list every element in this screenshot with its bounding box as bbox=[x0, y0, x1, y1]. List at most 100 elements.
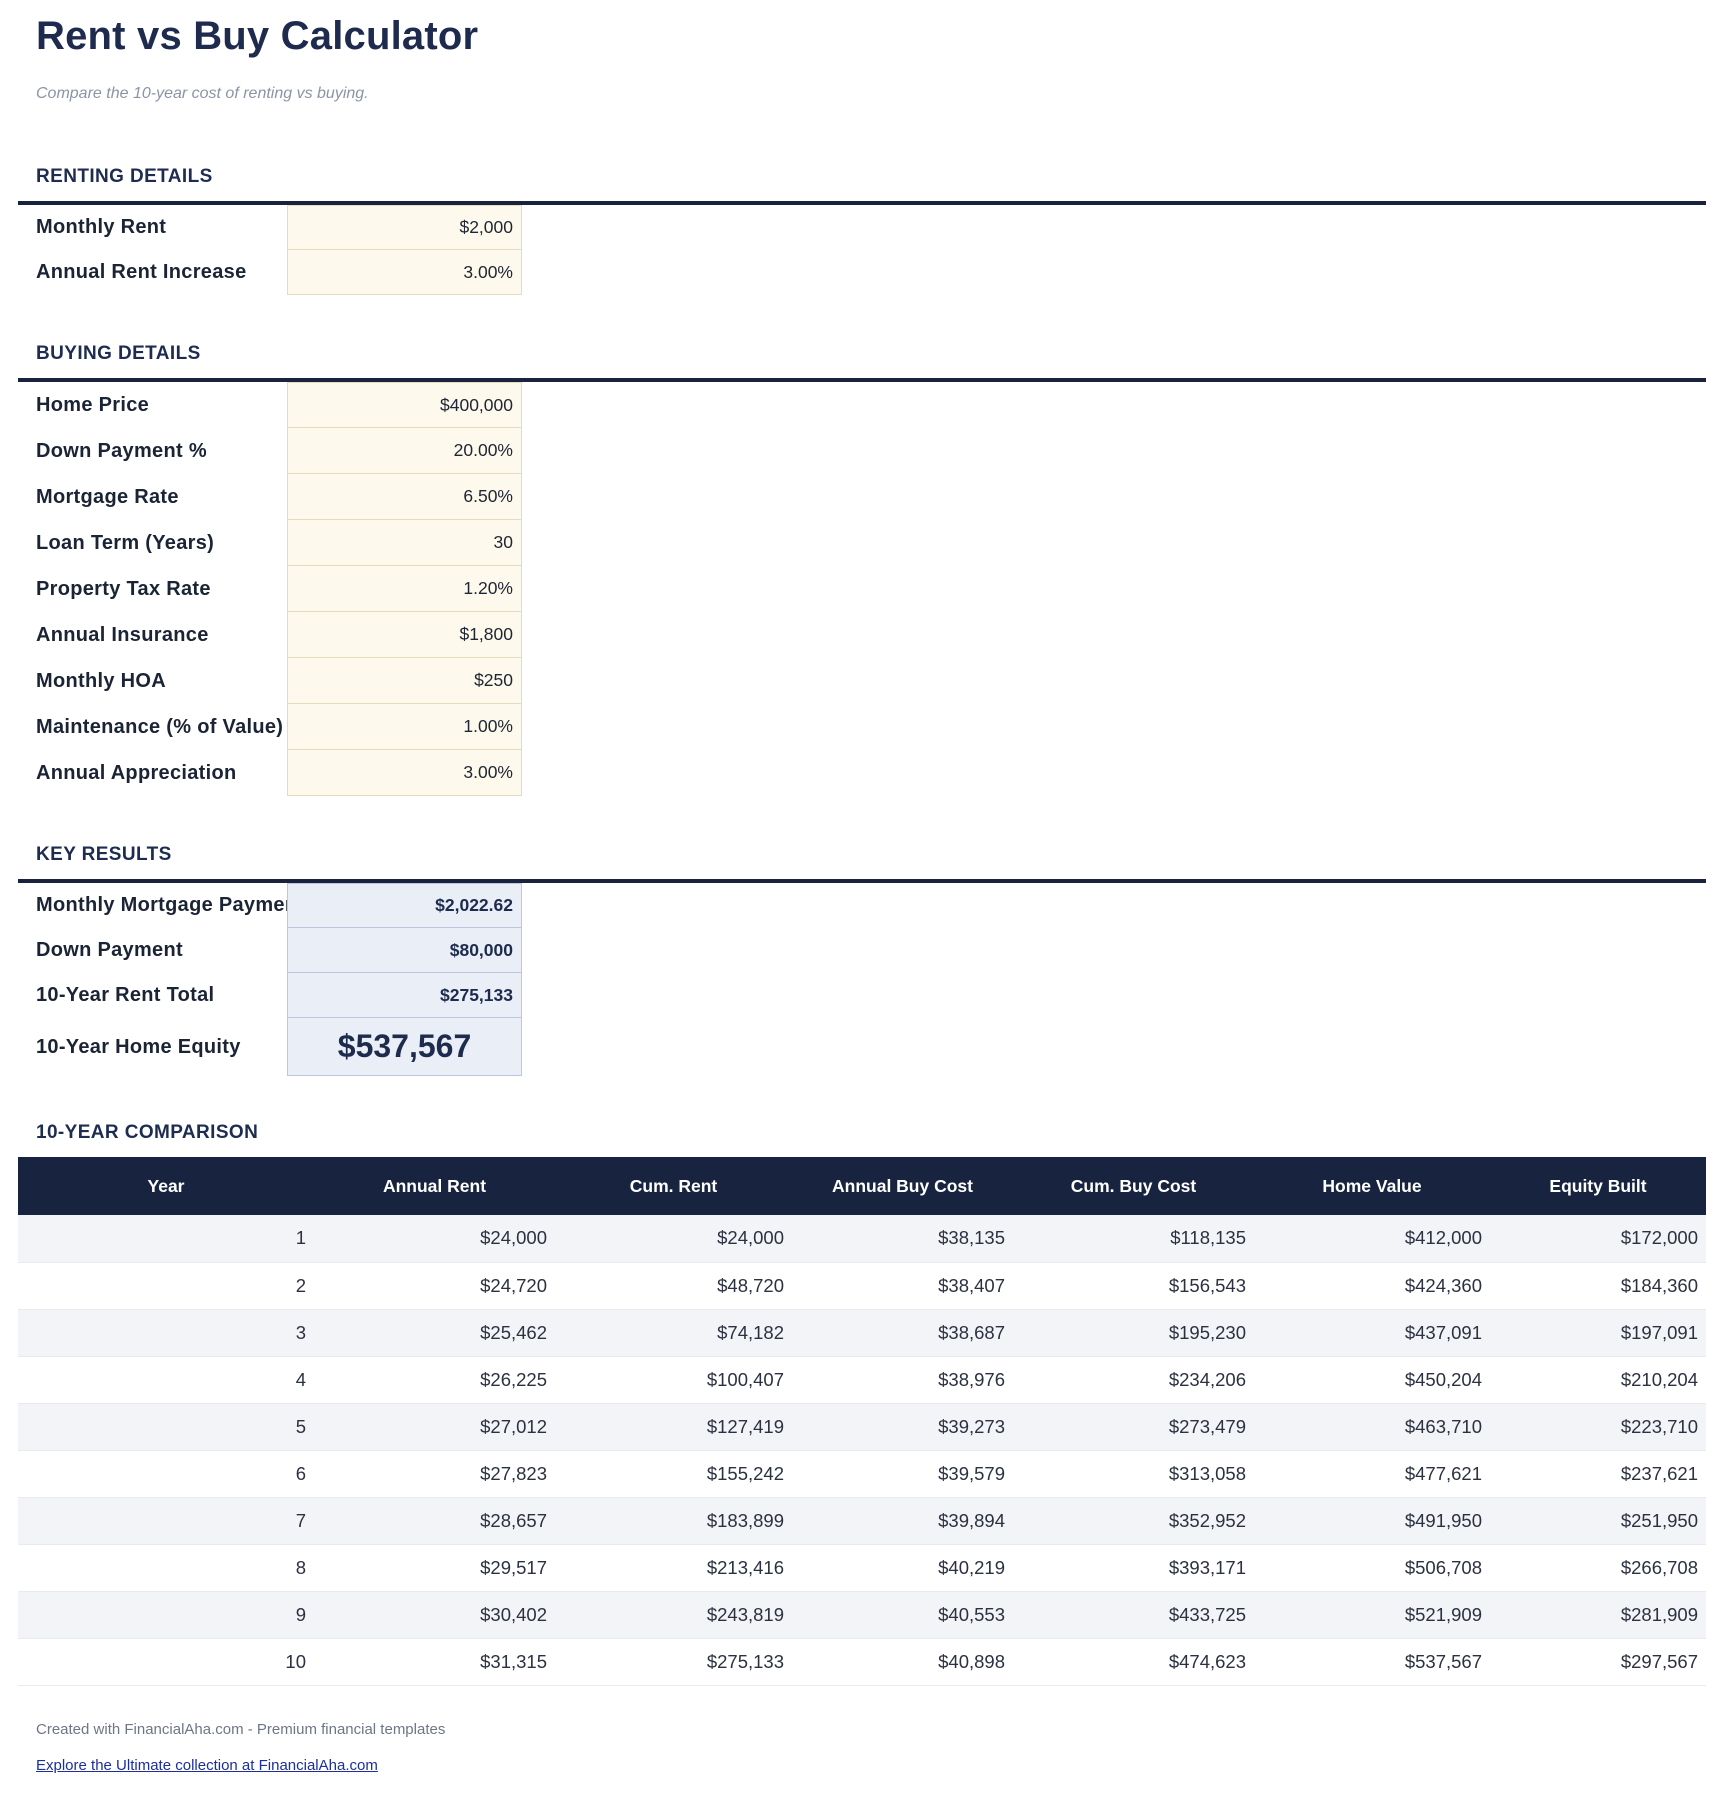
page-title: Rent vs Buy Calculator bbox=[36, 14, 479, 58]
footer-credit: Created with FinancialAha.com - Premium … bbox=[36, 1720, 446, 1738]
cell-cum-buy-cost: $313,058 bbox=[1013, 1450, 1254, 1498]
cell-cum-buy-cost: $393,171 bbox=[1013, 1544, 1254, 1592]
field-row: Annual Insurance $1,800 bbox=[18, 612, 1706, 658]
field-row: Annual Appreciation 3.00% bbox=[18, 750, 1706, 796]
cell-equity-built: $223,710 bbox=[1490, 1403, 1706, 1451]
table-row: 1 $24,000 $24,000 $38,135 $118,135 $412,… bbox=[18, 1215, 1706, 1263]
table-row: 4 $26,225 $100,407 $38,976 $234,206 $450… bbox=[18, 1356, 1706, 1404]
result-value-cell: $80,000 bbox=[287, 928, 522, 973]
section-divider bbox=[18, 201, 1706, 205]
input-cell[interactable]: 3.00% bbox=[287, 750, 522, 796]
financialaha-link[interactable]: Explore the Ultimate collection at Finan… bbox=[36, 1756, 378, 1774]
cell-home-value: $412,000 bbox=[1254, 1215, 1490, 1263]
field-label: Annual Appreciation bbox=[36, 761, 237, 784]
cell-annual-buy-cost: $38,135 bbox=[792, 1215, 1013, 1263]
input-cell[interactable]: 30 bbox=[287, 520, 522, 566]
field-row: Home Price $400,000 bbox=[18, 382, 1706, 428]
column-header: Cum. Rent bbox=[555, 1157, 792, 1215]
field-row: Down Payment $80,000 bbox=[18, 928, 1706, 973]
field-label: Annual Insurance bbox=[36, 623, 209, 646]
cell-annual-rent: $25,462 bbox=[314, 1309, 555, 1357]
results-fields: Monthly Mortgage Payment $2,022.62 Down … bbox=[18, 883, 1706, 1076]
cell-home-value: $424,360 bbox=[1254, 1262, 1490, 1310]
table-row: 5 $27,012 $127,419 $39,273 $273,479 $463… bbox=[18, 1403, 1706, 1451]
input-cell[interactable]: 6.50% bbox=[287, 474, 522, 520]
cell-cum-rent: $243,819 bbox=[555, 1591, 792, 1639]
column-header: Home Value bbox=[1254, 1157, 1490, 1215]
cell-equity-built: $251,950 bbox=[1490, 1497, 1706, 1545]
cell-year: 6 bbox=[18, 1450, 314, 1498]
input-cell[interactable]: $400,000 bbox=[287, 382, 522, 428]
section-heading-key-results: KEY RESULTS bbox=[36, 844, 172, 865]
input-cell[interactable]: 20.00% bbox=[287, 428, 522, 474]
field-label: Annual Rent Increase bbox=[36, 261, 247, 283]
cell-annual-buy-cost: $38,976 bbox=[792, 1356, 1013, 1404]
section-heading-renting: RENTING DETAILS bbox=[36, 166, 213, 187]
cell-home-value: $537,567 bbox=[1254, 1638, 1490, 1686]
section-buying: BUYING DETAILS Home Price $400,000 Down … bbox=[18, 343, 1706, 796]
cell-annual-rent: $28,657 bbox=[314, 1497, 555, 1545]
cell-cum-buy-cost: $234,206 bbox=[1013, 1356, 1254, 1404]
cell-cum-buy-cost: $474,623 bbox=[1013, 1638, 1254, 1686]
cell-year: 8 bbox=[18, 1544, 314, 1592]
table-row: 2 $24,720 $48,720 $38,407 $156,543 $424,… bbox=[18, 1262, 1706, 1310]
section-heading-buying: BUYING DETAILS bbox=[36, 343, 201, 364]
field-label: 10-Year Rent Total bbox=[36, 984, 215, 1006]
section-heading-comparison: 10-YEAR COMPARISON bbox=[36, 1122, 259, 1143]
field-label: Monthly Rent bbox=[36, 216, 167, 238]
table-row: 3 $25,462 $74,182 $38,687 $195,230 $437,… bbox=[18, 1309, 1706, 1357]
section-divider bbox=[18, 879, 1706, 883]
input-cell[interactable]: $250 bbox=[287, 658, 522, 704]
cell-home-value: $506,708 bbox=[1254, 1544, 1490, 1592]
cell-cum-buy-cost: $433,725 bbox=[1013, 1591, 1254, 1639]
cell-annual-buy-cost: $39,894 bbox=[792, 1497, 1013, 1545]
field-row: Monthly HOA $250 bbox=[18, 658, 1706, 704]
comparison-table: Year Annual Rent Cum. Rent Annual Buy Cost C… bbox=[18, 1157, 1706, 1686]
footer-link-line: Explore the Ultimate collection at Finan… bbox=[36, 1756, 1688, 1775]
field-row: 10-Year Home Equity $537,567 bbox=[18, 1018, 1706, 1076]
cell-annual-buy-cost: $38,407 bbox=[792, 1262, 1013, 1310]
input-cell[interactable]: 1.20% bbox=[287, 566, 522, 612]
cell-year: 9 bbox=[18, 1591, 314, 1639]
cell-home-value: $437,091 bbox=[1254, 1309, 1490, 1357]
field-row: Down Payment % 20.00% bbox=[18, 428, 1706, 474]
cell-annual-buy-cost: $40,219 bbox=[792, 1544, 1013, 1592]
field-label: Loan Term (Years) bbox=[36, 531, 215, 554]
cell-equity-built: $172,000 bbox=[1490, 1215, 1706, 1263]
cell-cum-buy-cost: $273,479 bbox=[1013, 1403, 1254, 1451]
cell-cum-rent: $48,720 bbox=[555, 1262, 792, 1310]
cell-cum-rent: $24,000 bbox=[555, 1215, 792, 1263]
cell-equity-built: $237,621 bbox=[1490, 1450, 1706, 1498]
field-row: Annual Rent Increase 3.00% bbox=[18, 250, 1706, 295]
cell-cum-rent: $74,182 bbox=[555, 1309, 792, 1357]
cell-cum-rent: $183,899 bbox=[555, 1497, 792, 1545]
field-row: Monthly Rent $2,000 bbox=[18, 205, 1706, 250]
column-header: Annual Rent bbox=[314, 1157, 555, 1215]
result-value-cell: $2,022.62 bbox=[287, 883, 522, 928]
cell-annual-rent: $27,012 bbox=[314, 1403, 555, 1451]
input-cell[interactable]: 3.00% bbox=[287, 250, 522, 295]
result-value-cell: $537,567 bbox=[287, 1018, 522, 1076]
cell-annual-buy-cost: $40,553 bbox=[792, 1591, 1013, 1639]
section-key-results: KEY RESULTS Monthly Mortgage Payment $2,… bbox=[18, 844, 1706, 1076]
buying-fields: Home Price $400,000 Down Payment % 20.00… bbox=[18, 382, 1706, 796]
cell-annual-buy-cost: $38,687 bbox=[792, 1309, 1013, 1357]
cell-cum-rent: $127,419 bbox=[555, 1403, 792, 1451]
column-header: Year bbox=[18, 1157, 314, 1215]
column-header: Equity Built bbox=[1490, 1157, 1706, 1215]
cell-home-value: $477,621 bbox=[1254, 1450, 1490, 1498]
field-label: Down Payment bbox=[36, 939, 183, 961]
cell-annual-rent: $27,823 bbox=[314, 1450, 555, 1498]
cell-equity-built: $197,091 bbox=[1490, 1309, 1706, 1357]
input-cell[interactable]: 1.00% bbox=[287, 704, 522, 750]
cell-annual-rent: $26,225 bbox=[314, 1356, 555, 1404]
input-cell[interactable]: $1,800 bbox=[287, 612, 522, 658]
table-row: 8 $29,517 $213,416 $40,219 $393,171 $506… bbox=[18, 1544, 1706, 1592]
input-cell[interactable]: $2,000 bbox=[287, 205, 522, 250]
cell-annual-buy-cost: $40,898 bbox=[792, 1638, 1013, 1686]
cell-home-value: $450,204 bbox=[1254, 1356, 1490, 1404]
table-row: 7 $28,657 $183,899 $39,894 $352,952 $491… bbox=[18, 1497, 1706, 1545]
cell-annual-rent: $29,517 bbox=[314, 1544, 555, 1592]
cell-cum-buy-cost: $195,230 bbox=[1013, 1309, 1254, 1357]
cell-equity-built: $297,567 bbox=[1490, 1638, 1706, 1686]
